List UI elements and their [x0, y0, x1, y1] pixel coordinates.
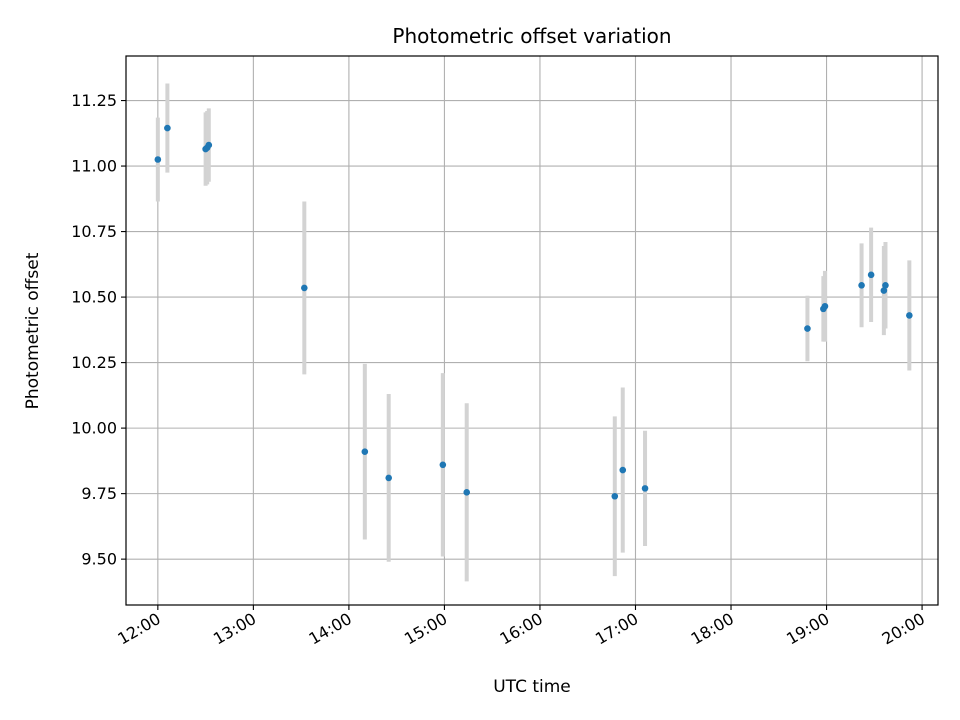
- data-point: [385, 474, 393, 482]
- data-point: [804, 325, 811, 332]
- x-tick-label: 15:00: [401, 609, 450, 649]
- plot-area: [125, 55, 939, 606]
- x-tick-label: 17:00: [592, 609, 641, 649]
- y-tick-label: 10.50: [71, 288, 117, 307]
- axis-ticks: 12:00 13:00 14:00 15:00 16:00 17:00 18:00 19:00…: [71, 91, 928, 648]
- grid: [126, 56, 938, 605]
- data-point: [906, 312, 913, 319]
- x-tick-label: 13:00: [210, 609, 259, 649]
- y-tick-label: 9.50: [81, 550, 117, 569]
- x-tick-label: 16:00: [497, 609, 546, 649]
- x-tick-label: 20:00: [879, 609, 928, 649]
- y-tick-label: 10.25: [71, 353, 117, 372]
- data-point: [301, 284, 308, 292]
- data-point: [463, 489, 471, 496]
- x-tick-label: 12:00: [114, 609, 163, 649]
- x-axis-label: UTC time: [493, 677, 571, 697]
- y-tick-label: 11.00: [71, 157, 117, 176]
- data-point: [361, 448, 369, 455]
- data-point: [858, 281, 865, 289]
- y-tick-label: 11.25: [71, 91, 117, 110]
- data-point: [164, 124, 171, 132]
- data-point: [611, 492, 619, 500]
- data-point: [641, 485, 649, 492]
- y-tick-label: 10.75: [71, 222, 117, 241]
- data-point: [154, 156, 162, 163]
- data-point: [821, 302, 829, 310]
- data-point: [867, 271, 875, 279]
- chart-title: Photometric offset variation: [392, 24, 671, 48]
- error-bars: [155, 83, 912, 582]
- data-point: [619, 466, 627, 474]
- data-point: [882, 281, 889, 289]
- y-axis-label: Photometric offset: [23, 252, 43, 409]
- data-points: [154, 124, 913, 500]
- x-tick-label: 18:00: [688, 609, 737, 649]
- y-tick-label: 10.00: [71, 419, 117, 438]
- data-point: [439, 461, 447, 469]
- y-tick-label: 9.75: [81, 484, 117, 503]
- x-tick-label: 19:00: [783, 609, 832, 649]
- data-point: [880, 287, 888, 294]
- x-tick-label: 14:00: [305, 609, 354, 649]
- data-point: [205, 141, 213, 149]
